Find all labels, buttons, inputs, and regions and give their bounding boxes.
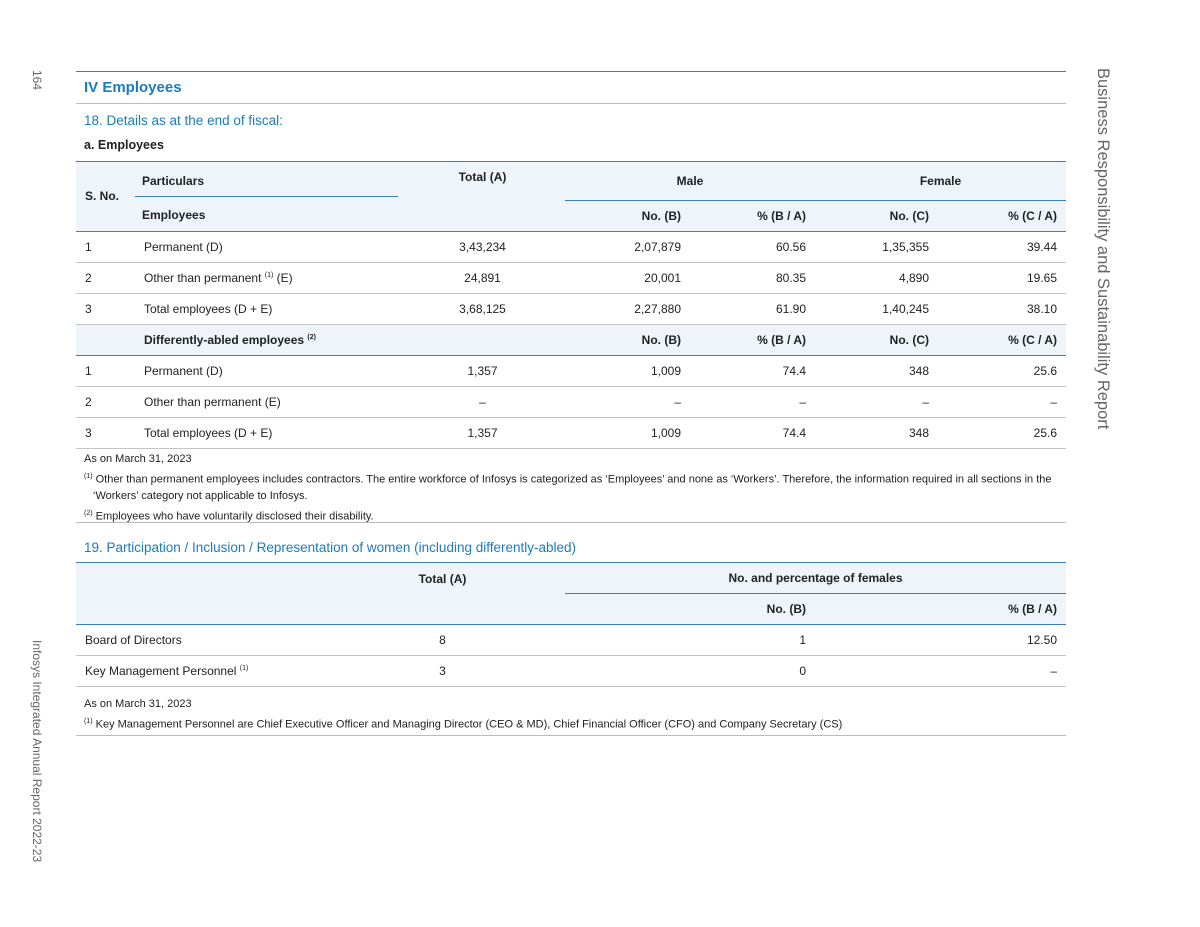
- header-employees: Employees: [135, 200, 400, 232]
- table-row: Board of Directors 8 1 12.50: [76, 624, 1067, 656]
- header-total: Total (A): [400, 161, 565, 200]
- header-particulars: Particulars: [135, 166, 398, 197]
- women-representation-table: Total (A) No. and percentage of females …: [76, 562, 1067, 687]
- header-female: Female: [815, 161, 1067, 201]
- table-row: 3 Total employees (D + E) 3,68,125 2,27,88…: [76, 293, 1067, 325]
- q19-notes: As on March 31, 2023 (1) Key Management …: [84, 698, 843, 731]
- divider: [76, 522, 1066, 523]
- header-pct-b: % (B / A): [690, 200, 815, 232]
- table-row: 1 Permanent (D) 3,43,234 2,07,879 60.56 1,35…: [76, 231, 1067, 263]
- table-row: 2 Other than permanent (E) – – – – –: [76, 386, 1067, 418]
- page-number: 164: [30, 70, 44, 91]
- right-running-title: Business Responsibility and Sustainabili…: [1094, 68, 1112, 430]
- table-row: 1 Permanent (D) 1,357 1,009 74.4 348 25.6: [76, 355, 1067, 387]
- header-no-b: No. (B): [565, 593, 815, 625]
- divider: [76, 735, 1066, 736]
- divider: [76, 71, 1066, 72]
- header-sno: S. No.: [76, 161, 135, 232]
- table-row: 2 Other than permanent (1) (E) 24,891 20,0…: [76, 262, 1067, 294]
- section-title: IV Employees: [84, 79, 182, 96]
- header-male: Male: [565, 161, 815, 201]
- table-row: 3 Total employees (D + E) 1,357 1,009 74.4 3…: [76, 417, 1067, 449]
- employees-table: S. No. Particulars Total (A) Male Female…: [76, 161, 1067, 449]
- differently-abled-header: Differently-abled employees (2) No. (B)%…: [76, 323, 1067, 356]
- header-pct-b: % (B / A): [815, 593, 1067, 625]
- header-pct-c: % (C / A): [938, 200, 1067, 232]
- header-total: Total (A): [320, 562, 565, 625]
- q19-title: 19. Participation / Inclusion / Represen…: [84, 540, 577, 555]
- divider: [76, 103, 1066, 104]
- header-females: No. and percentage of females: [565, 562, 1067, 594]
- q18-notes: As on March 31, 2023 (1) Other than perm…: [84, 453, 1052, 523]
- table-row: Key Management Personnel (1) 3 0–: [76, 655, 1067, 687]
- q18-title: 18. Details as at the end of fiscal:: [84, 113, 283, 128]
- header-no-c: No. (C): [815, 200, 938, 232]
- left-running-title: Infosys Integrated Annual Report 2022-23: [30, 640, 44, 863]
- q18-subtitle: a. Employees: [84, 138, 164, 152]
- header-no-b: No. (B): [565, 200, 690, 232]
